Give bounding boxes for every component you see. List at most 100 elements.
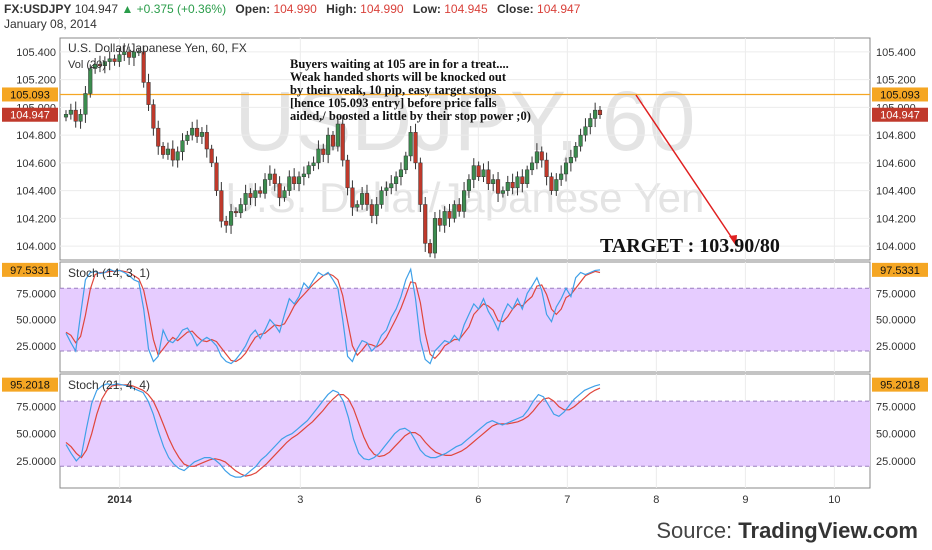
candle-body xyxy=(199,132,204,137)
last-price-tag-0 xyxy=(2,107,58,122)
vol-label: Vol (20) xyxy=(68,59,106,71)
stoch-k-line-0 xyxy=(65,267,601,365)
source-credit: Source: TradingView.com xyxy=(656,518,918,544)
candle-body xyxy=(398,169,404,177)
stoch-tick-label: 50.0000 xyxy=(876,315,916,327)
stoch-tick-label: 25.0000 xyxy=(16,456,56,468)
stoch-last-label: 95.2018 xyxy=(880,380,920,392)
candle-body xyxy=(593,109,598,119)
candle-body xyxy=(287,176,292,191)
candle-body xyxy=(452,204,457,219)
candle-body xyxy=(175,151,180,161)
stoch-band-0 xyxy=(60,288,870,352)
candle-body xyxy=(214,162,219,191)
stoch-last-label: 97.5331 xyxy=(880,265,920,277)
level-tag-label: 105.093 xyxy=(880,89,920,101)
candle-body xyxy=(500,190,505,194)
candle-body xyxy=(330,134,336,147)
stoch-tick-label: 50.0000 xyxy=(16,315,56,327)
high-label: High: xyxy=(326,2,357,16)
candle-body xyxy=(316,148,321,164)
candle-body xyxy=(141,51,146,83)
price-axes: 2014 3 6 7 8 9 10 105.400 105.400 105.200 105.200 1… xyxy=(2,47,928,506)
candle-body xyxy=(170,148,175,161)
high-value: 104.990 xyxy=(360,2,404,16)
chart-date: January 08, 2014 xyxy=(4,17,97,31)
candle-body xyxy=(428,243,433,254)
annotation-line-2: Weak handed shorts will be knocked out xyxy=(290,70,507,84)
x-tick-label: 9 xyxy=(742,494,748,506)
candle-body xyxy=(340,123,345,161)
candle-body xyxy=(326,134,331,155)
x-tick-label: 3 xyxy=(297,494,303,506)
y-tick-label: 104.200 xyxy=(876,213,916,225)
stoch-last-tag-0 xyxy=(2,262,58,277)
y-tick-label: 105.400 xyxy=(876,47,916,59)
x-tick-label: 10 xyxy=(828,494,840,506)
candle-body xyxy=(423,204,428,244)
candle-body xyxy=(253,190,258,198)
stoch-tick-label: 50.0000 xyxy=(16,429,56,441)
stoch-last-label: 97.5331 xyxy=(10,265,50,277)
y-tick-label: 105.200 xyxy=(16,75,56,87)
candle-body xyxy=(136,51,141,54)
candle-body xyxy=(432,218,437,254)
y-tick-label: 104.400 xyxy=(16,186,56,198)
candle-body xyxy=(195,127,200,137)
candle-body xyxy=(102,61,107,67)
candle-body xyxy=(394,176,399,184)
candle-body xyxy=(408,132,413,157)
candle-body xyxy=(457,204,462,212)
candle-body xyxy=(93,64,98,69)
candle-body xyxy=(525,169,530,184)
stoch-k-line-1 xyxy=(65,383,601,478)
candle-body xyxy=(131,51,137,58)
symbol-label: FX:USDJPY xyxy=(4,2,72,16)
candle-body xyxy=(258,190,263,194)
stoch-lines xyxy=(65,267,601,478)
candle-body xyxy=(389,183,394,189)
last-price: 104.947 xyxy=(74,2,119,16)
candle-body xyxy=(539,151,544,161)
x-tick-label: 6 xyxy=(475,494,481,506)
candle-body xyxy=(447,211,452,219)
target-label: TARGET : 103.90/80 xyxy=(600,235,780,257)
candle-body xyxy=(515,176,520,189)
candle-body xyxy=(374,204,379,216)
candle-body xyxy=(549,176,554,191)
candle-body xyxy=(544,159,549,178)
stoch-name: Stoch (14, 3, 1) xyxy=(68,266,150,280)
candle-body xyxy=(97,64,103,67)
candle-body xyxy=(413,132,418,164)
candle-body xyxy=(267,173,272,180)
stoch-last-tag-1 xyxy=(872,262,928,277)
candle-body xyxy=(151,104,156,129)
stoch-tick-label: 25.0000 xyxy=(16,341,56,353)
candle-body xyxy=(83,93,88,115)
close-label: Close: xyxy=(496,2,534,16)
stoch-last-label: 95.2018 xyxy=(10,380,50,392)
candle-body xyxy=(588,118,593,128)
candle-body xyxy=(156,127,161,147)
candle-body xyxy=(306,165,311,175)
candle-body xyxy=(233,211,238,214)
candle-body xyxy=(345,159,350,189)
candle-body xyxy=(209,148,214,164)
candle-body xyxy=(486,169,491,184)
candle-body xyxy=(127,51,132,58)
y-tick-label: 104.800 xyxy=(16,130,56,142)
level-tag-left xyxy=(2,87,58,102)
last-price-tag-label: 104.947 xyxy=(10,110,50,122)
candle-body xyxy=(471,165,476,180)
candle-body xyxy=(462,190,467,212)
candle-body xyxy=(573,145,578,158)
candle-body xyxy=(282,190,287,198)
chart-header: FX:USDJPY 104.947 ▲ +0.375 (+0.36%) Open… xyxy=(4,2,580,16)
level-tag-right xyxy=(872,87,928,102)
candle-body xyxy=(466,179,471,191)
candle-body xyxy=(360,193,365,205)
candle-body xyxy=(379,190,384,205)
candle-body xyxy=(534,151,539,164)
candle-body xyxy=(384,187,389,191)
